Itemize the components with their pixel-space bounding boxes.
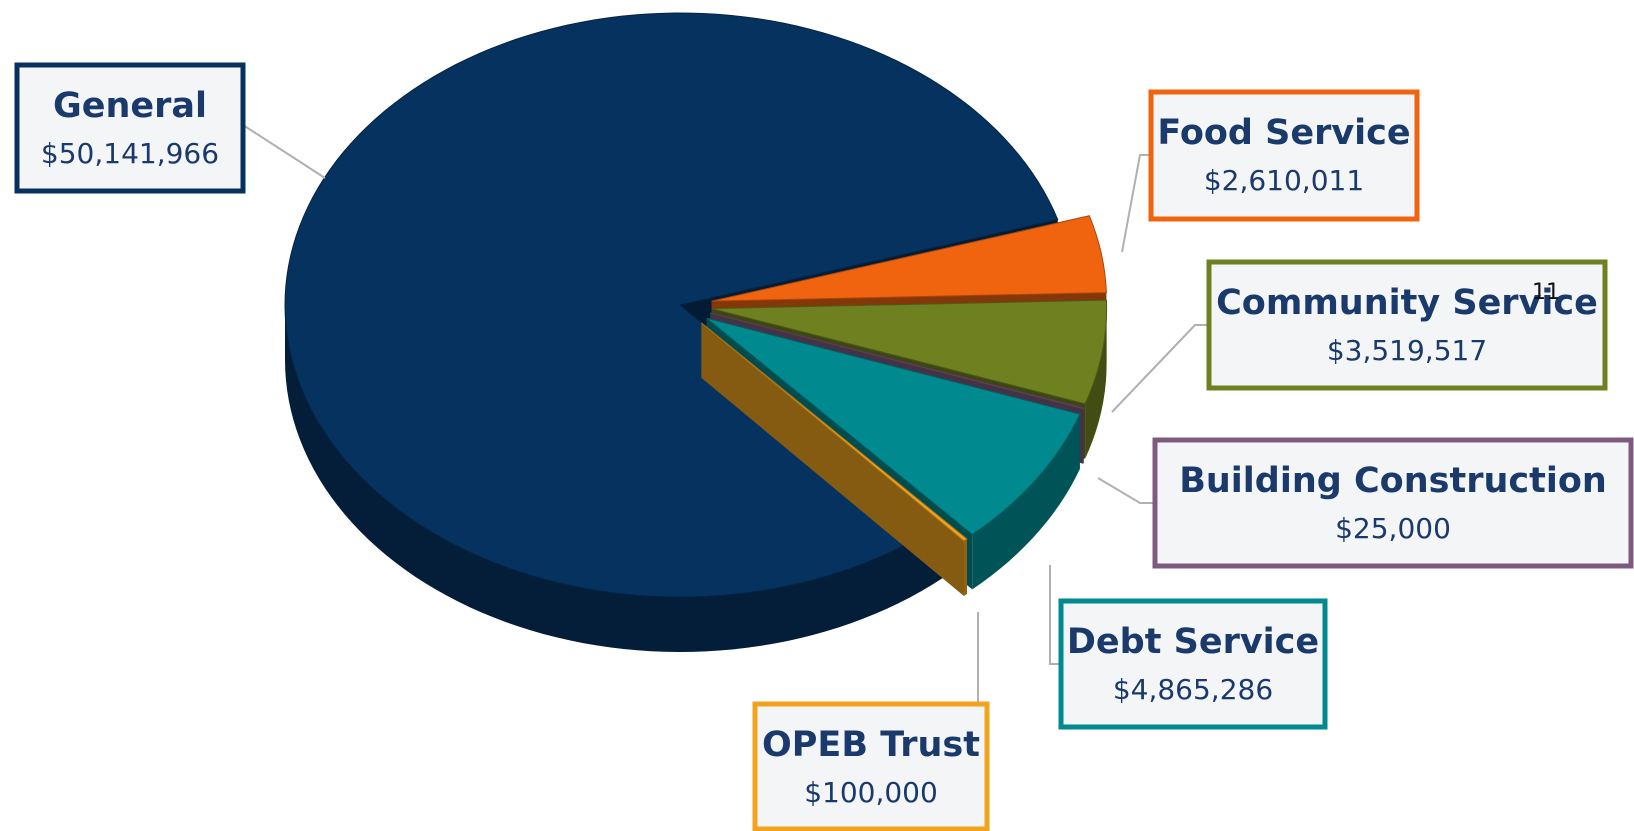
label-value: $100,000: [804, 776, 938, 809]
slice: [711, 215, 1107, 302]
label-value: $4,865,286: [1113, 673, 1273, 706]
label-name: Building Construction: [1179, 461, 1607, 501]
slice: [706, 317, 1081, 536]
leader-line: [1049, 565, 1061, 665]
slice: [710, 312, 1085, 410]
label-value: $50,141,966: [41, 137, 219, 170]
slice-side: [963, 539, 967, 597]
leader-line: [1111, 324, 1209, 413]
label-name: Community Service: [1216, 283, 1598, 323]
leader-line: [1097, 477, 1155, 504]
label-box: [1058, 598, 1328, 730]
page-number: 11: [1532, 280, 1560, 305]
label-name: Food Service: [1157, 113, 1410, 153]
slice: [711, 299, 1108, 405]
label-box: [1152, 437, 1634, 569]
slice-side: [285, 305, 943, 652]
pie: [284, 12, 1108, 652]
slice: [701, 322, 968, 542]
label-value: $2,610,011: [1204, 164, 1364, 197]
labels: Food Service $2,610,011 Community Service $…: [14, 62, 1634, 831]
label-name: Debt Service: [1067, 622, 1319, 662]
label-name: OPEB Trust: [762, 725, 980, 765]
label-value: $25,000: [1335, 512, 1451, 545]
label-box: [14, 62, 246, 194]
label-value: $3,519,517: [1327, 334, 1487, 367]
slice: [284, 12, 1059, 598]
slice-side: [701, 322, 964, 597]
slice-side: [972, 414, 1080, 590]
leader-line: [1121, 154, 1151, 253]
label-box: [1148, 89, 1420, 222]
label-box: [752, 701, 990, 831]
label-box: [1206, 259, 1608, 391]
slice-side: [1085, 308, 1107, 459]
label-name: General: [53, 86, 207, 126]
leader-line: [242, 124, 326, 179]
